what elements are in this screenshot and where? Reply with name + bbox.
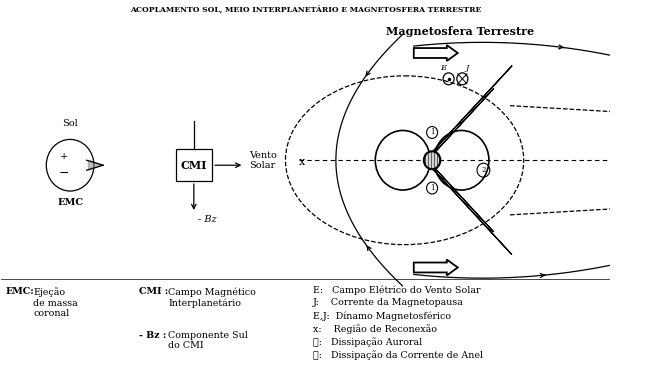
- Text: Ejeção
de massa
coronal: Ejeção de massa coronal: [33, 287, 78, 318]
- Text: x:    Região de Reconexão: x: Região de Reconexão: [313, 324, 437, 334]
- Text: - Bz: - Bz: [197, 215, 216, 224]
- FancyArrow shape: [414, 45, 457, 61]
- Text: x: x: [299, 157, 305, 167]
- Text: ACOPLAMENTO SOL, MEIO INTERPLANETÁRIO E MAGNETOSFERA TERRESTRE: ACOPLAMENTO SOL, MEIO INTERPLANETÁRIO E …: [130, 5, 481, 14]
- Text: Sol: Sol: [62, 119, 78, 128]
- Text: Vento
Solar: Vento Solar: [249, 151, 277, 170]
- FancyArrow shape: [414, 260, 457, 276]
- Text: ①:   Dissipação Auroral: ①: Dissipação Auroral: [313, 337, 422, 347]
- Text: CMI :: CMI :: [139, 287, 168, 296]
- Text: - Bz :: - Bz :: [139, 331, 166, 340]
- Text: Componente Sul
do CMI: Componente Sul do CMI: [168, 331, 248, 350]
- Circle shape: [424, 151, 440, 169]
- Text: E,J:  Dínamo Magnetosférico: E,J: Dínamo Magnetosférico: [313, 311, 451, 321]
- Text: CMI: CMI: [181, 160, 207, 171]
- Text: EMC: EMC: [57, 198, 83, 207]
- Text: ②:   Dissipação da Corrente de Anel: ②: Dissipação da Corrente de Anel: [313, 350, 483, 360]
- Text: J:    Corrente da Magnetopausa: J: Corrente da Magnetopausa: [313, 298, 464, 307]
- Text: EMC:: EMC:: [6, 287, 35, 296]
- Text: J: J: [465, 64, 469, 72]
- Text: E:   Campo Elétrico do Vento Solar: E: Campo Elétrico do Vento Solar: [313, 285, 481, 295]
- Text: Magnetosfera Terrestre: Magnetosfera Terrestre: [386, 26, 534, 37]
- Text: +: +: [60, 152, 68, 161]
- Text: E: E: [440, 64, 446, 72]
- Polygon shape: [88, 160, 103, 170]
- Text: Campo Magnético
Interplanetário: Campo Magnético Interplanetário: [168, 287, 256, 308]
- FancyBboxPatch shape: [175, 149, 212, 181]
- Text: 2: 2: [481, 166, 485, 174]
- Text: 1: 1: [430, 184, 434, 192]
- Text: −: −: [58, 167, 69, 180]
- Text: 1: 1: [430, 129, 434, 136]
